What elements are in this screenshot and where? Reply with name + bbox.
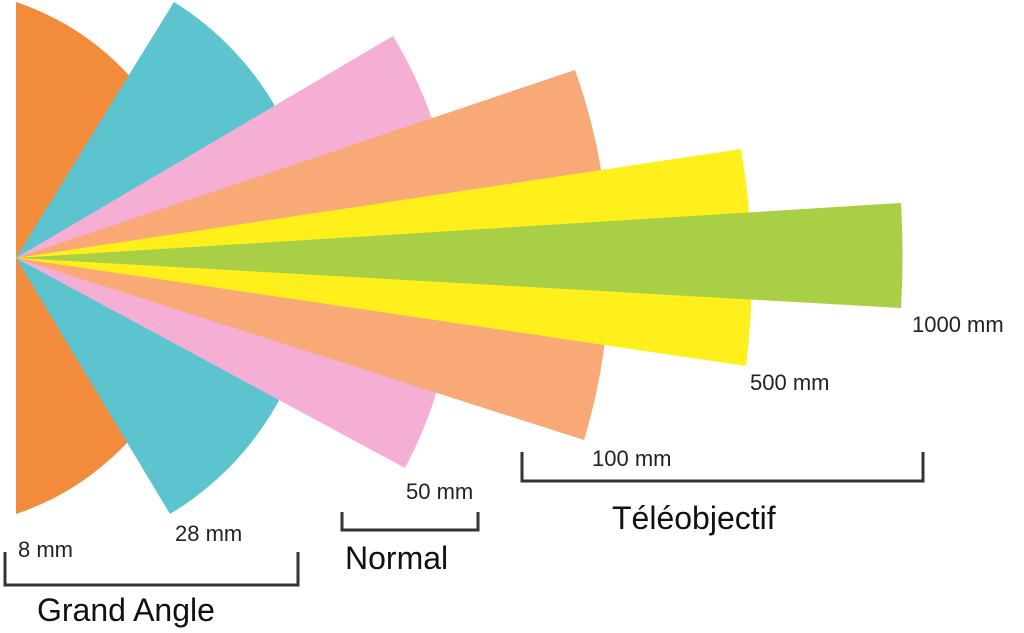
bracket-teleobjectif (520, 452, 925, 483)
label-1000mm: 1000 mm (912, 312, 1004, 337)
bracket-normal (340, 512, 480, 532)
bracket-grand-angle (3, 552, 300, 587)
group-label-normal: Normal (345, 540, 448, 576)
wedge-1000mm (16, 203, 903, 308)
label-28mm: 28 mm (175, 521, 242, 546)
group-label-grand-angle: Grand Angle (37, 592, 215, 628)
label-500mm: 500 mm (750, 370, 829, 395)
label-8mm: 8 mm (18, 537, 73, 562)
label-100mm: 100 mm (592, 446, 671, 471)
label-50mm: 50 mm (406, 479, 473, 504)
group-label-teleobjectif: Téléobjectif (612, 500, 776, 536)
